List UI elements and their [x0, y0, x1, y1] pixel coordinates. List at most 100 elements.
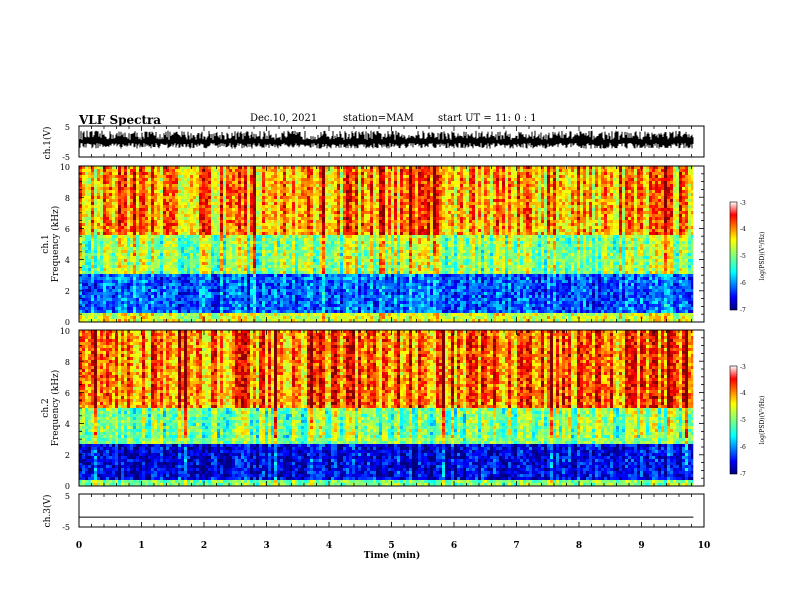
- spectrogram-cell: [610, 187, 613, 190]
- spectrogram-cell: [397, 181, 400, 184]
- spectrogram-cell: [592, 172, 595, 175]
- spectrogram-cell: [667, 175, 670, 178]
- spectrogram-cell: [307, 178, 310, 181]
- spectrogram-cell: [637, 187, 640, 190]
- spectrogram-cell: [328, 175, 331, 178]
- spectrogram-cell: [553, 187, 556, 190]
- spectrogram-cell: [316, 184, 319, 187]
- spectrogram-cell: [394, 172, 397, 175]
- spectrogram-cell: [310, 172, 313, 175]
- spectrogram-cell: [652, 187, 655, 190]
- spectrogram-cell: [226, 187, 229, 190]
- spectrogram-cell: [124, 184, 127, 187]
- spectrogram-cell: [619, 181, 622, 184]
- spectrogram-cell: [511, 190, 514, 193]
- spectrogram-cell: [403, 184, 406, 187]
- spectrogram-cell: [235, 169, 238, 172]
- spectrogram-cell: [136, 184, 139, 187]
- spectrogram-cell: [193, 172, 196, 175]
- spectrogram-cell: [274, 184, 277, 187]
- spectrogram-cell: [277, 187, 280, 190]
- spectrogram-cell: [619, 178, 622, 181]
- spectrogram-cell: [187, 190, 190, 193]
- spectrogram-cell: [181, 172, 184, 175]
- spectrogram-cell: [565, 169, 568, 172]
- spectrogram-cell: [88, 175, 91, 178]
- spectrogram-cell: [391, 178, 394, 181]
- spectrogram-cell: [160, 172, 163, 175]
- spectrogram-cell: [661, 187, 664, 190]
- spectrogram-cell: [271, 190, 274, 193]
- spectrogram-cell: [595, 190, 598, 193]
- spectrogram-cell: [550, 172, 553, 175]
- spectrogram-cell: [292, 190, 295, 193]
- spectrogram-cell: [517, 175, 520, 178]
- spectrogram-cell: [481, 187, 484, 190]
- spectrogram-cell: [559, 175, 562, 178]
- vlf-figure: 5 -5 ch.1(V) 0 2 4 6 8 10 ch.1 Frequency…: [0, 0, 792, 612]
- spectrogram-cell: [610, 172, 613, 175]
- spectrogram-cell: [298, 181, 301, 184]
- spectrogram-cell: [142, 175, 145, 178]
- spectrogram-cell: [532, 172, 535, 175]
- spectrogram-cell: [487, 178, 490, 181]
- spectrogram-cell: [346, 190, 349, 193]
- spectrogram-cell: [487, 169, 490, 172]
- spectrogram-cell: [616, 181, 619, 184]
- spectrogram-cell: [274, 175, 277, 178]
- spectrogram-cell: [124, 190, 127, 193]
- spectrogram-cell: [433, 169, 436, 172]
- spectrogram-cell: [211, 190, 214, 193]
- spectrogram-cell: [136, 181, 139, 184]
- spectrogram-cell: [214, 178, 217, 181]
- spectrogram-cell: [679, 169, 682, 172]
- spectrogram-cell: [559, 184, 562, 187]
- spectrogram-cell: [166, 193, 169, 196]
- spectrogram-cell: [196, 169, 199, 172]
- spectrogram-cell: [214, 187, 217, 190]
- spectrogram-cell: [598, 190, 601, 193]
- spectrogram-cell: [103, 169, 106, 172]
- spectrogram-cell: [682, 187, 685, 190]
- spectrogram-cell: [250, 178, 253, 181]
- spectrogram-cell: [550, 178, 553, 181]
- spectrogram-cell: [355, 178, 358, 181]
- spectrogram-cell: [139, 181, 142, 184]
- spectrogram-cell: [652, 181, 655, 184]
- spectrogram-cell: [130, 181, 133, 184]
- spectrogram-cell: [394, 190, 397, 193]
- spectrogram-cell: [454, 190, 457, 193]
- spectrogram-cell: [496, 184, 499, 187]
- spectrogram-cell: [199, 169, 202, 172]
- spectrogram-cell: [133, 169, 136, 172]
- spectrogram-cell: [250, 181, 253, 184]
- spectrogram-cell: [259, 175, 262, 178]
- spectrogram-cell: [220, 169, 223, 172]
- spectrogram-cell: [85, 169, 88, 172]
- spectrogram-cell: [397, 172, 400, 175]
- spectrogram-cell: [682, 169, 685, 172]
- spectrogram-cell: [574, 181, 577, 184]
- spectrogram-cell: [562, 184, 565, 187]
- spectrogram-cell: [88, 178, 91, 181]
- spectrogram-cell: [280, 175, 283, 178]
- spectrogram-cell: [226, 175, 229, 178]
- spectrogram-cell: [598, 184, 601, 187]
- spectrogram-cell: [541, 175, 544, 178]
- spectrogram-cell: [577, 175, 580, 178]
- spectrogram-cell: [187, 187, 190, 190]
- spectrogram-cell: [496, 181, 499, 184]
- spectrogram-cell: [625, 187, 628, 190]
- spectrogram-cell: [478, 175, 481, 178]
- spectrogram-cell: [490, 178, 493, 181]
- spectrogram-cell: [412, 181, 415, 184]
- spectrogram-cell: [670, 190, 673, 193]
- spectrogram-cell: [310, 184, 313, 187]
- spectrogram-cell: [268, 184, 271, 187]
- spectrogram-cell: [256, 175, 259, 178]
- spectrogram-cell: [628, 175, 631, 178]
- spectrogram-cell: [652, 169, 655, 172]
- spectrogram-cell: [259, 178, 262, 181]
- spectrogram-cell: [403, 187, 406, 190]
- spectrogram-cell: [172, 172, 175, 175]
